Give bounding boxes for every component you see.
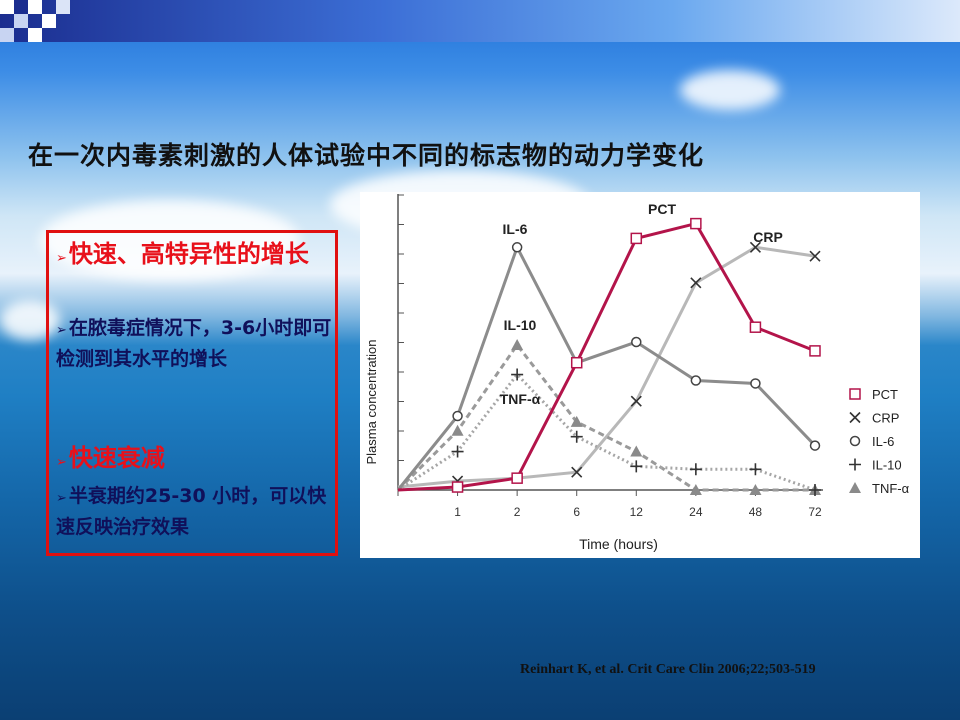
series-annotation: IL-6 [503,221,528,237]
data-point [749,321,762,333]
bullet-fast-increase: ➢快速、高特异性的增长 [56,240,309,268]
data-point [451,445,464,458]
data-point [630,460,643,473]
decor-square [42,14,56,28]
bullet-detect-time: ➢ 在脓毒症情况下，3-6小时即可检测到其水平的增长 [56,317,332,370]
decor-square [0,28,14,42]
data-point [511,338,524,350]
series-line-il6 [396,243,817,491]
data-point [750,378,761,389]
data-point [630,395,642,407]
legend-marker [849,482,861,493]
series-line-crp [397,245,816,489]
x-tick-label: 12 [630,505,644,519]
data-point [630,232,643,245]
decor-square [14,14,28,28]
chart-panel: 1 2 6 12 24 48 72 Time (hours) Plasma concentrat… [360,192,920,558]
slide-title: 在一次内毒素刺激的人体试验中不同的标志物的动力学变化 [28,141,705,170]
x-tick-label: 72 [808,505,822,519]
cloud [680,70,780,110]
cloud [40,200,300,280]
x-tick-label: 2 [514,505,521,519]
data-point [452,410,463,422]
data-point [809,484,821,496]
legend-label: IL-10 [872,458,902,473]
legend-marker [849,411,861,424]
data-point [749,484,762,495]
data-point [451,481,464,493]
bullet-arrow-icon: ➢ [56,251,67,266]
highlight-box [46,230,338,556]
header-band [0,0,960,42]
data-point [451,424,464,436]
decor-square [14,0,28,14]
data-point [511,472,523,484]
legend-label: TNF-α [872,481,910,496]
data-point [570,415,583,427]
bullet-arrow-icon: ➢ [56,323,67,338]
decor-square [56,0,70,14]
x-tick-label: 1 [454,505,461,519]
series-line-tnf [396,342,815,492]
data-point [749,463,762,476]
data-point [689,463,702,476]
data-point [809,250,821,262]
data-point [690,277,702,289]
x-tick-label: 24 [689,505,703,519]
data-point [690,375,702,386]
legend-marker [849,435,861,447]
citation: Reinhart K, et al. Crit Care Clin 2006;2… [520,662,816,677]
data-point [511,242,523,253]
y-axis-label: Plasma concentration [364,339,379,464]
data-point [630,445,643,457]
decor-square [28,0,42,14]
data-point [690,217,702,230]
data-point [511,368,524,381]
series-annotation: IL-10 [504,317,537,333]
series-annotation: CRP [753,229,783,245]
data-point [749,241,761,253]
legend-label: IL-6 [872,434,894,449]
x-tick-label: 48 [749,505,763,519]
data-point [570,430,583,443]
series-annotation: TNF-α [500,391,541,407]
x-tick-label: 6 [573,505,580,519]
series-annotation: PCT [648,201,676,217]
series-line-il10 [397,372,816,492]
data-point [631,336,642,348]
legend-marker [849,388,861,400]
legend-marker [849,458,861,471]
bullet-arrow-icon: ➢ [56,491,67,506]
data-point [809,345,821,357]
data-point [570,356,583,369]
legend-label: CRP [872,411,899,426]
data-point [689,484,702,495]
bullet-fast-decline: ➢快速衰减 [56,444,165,472]
data-point [809,440,821,451]
data-point [571,466,583,478]
series-line-pct [397,221,816,492]
cloud [0,300,60,340]
decor-square [28,28,42,42]
legend-label: PCT [872,387,898,402]
bullet-half-life: ➢ 半衰期约25-30 小时，可以快速反映治疗效果 [56,485,327,538]
x-axis-label: Time (hours) [579,536,658,552]
bullet-arrow-icon: ➢ [56,455,67,470]
decor-square [0,0,14,14]
